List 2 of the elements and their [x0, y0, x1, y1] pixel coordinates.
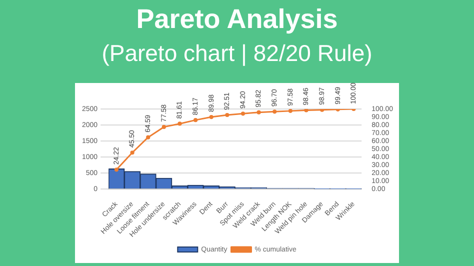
chart-title: Pareto Analysis [135, 4, 339, 35]
chart-subtitle: (Pareto chart | 82/20 Rule) [100, 40, 374, 67]
